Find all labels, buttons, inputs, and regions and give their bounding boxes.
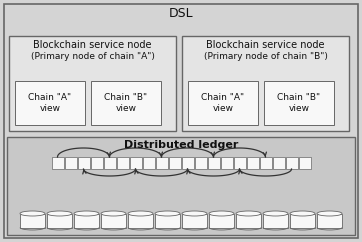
Bar xyxy=(181,157,194,169)
Bar xyxy=(236,213,261,227)
Bar xyxy=(77,157,89,169)
Bar xyxy=(20,213,45,227)
Bar xyxy=(182,213,207,227)
Text: Chain "A"
view: Chain "A" view xyxy=(29,93,72,113)
Bar xyxy=(194,157,206,169)
Bar xyxy=(9,36,176,131)
Bar xyxy=(264,81,334,125)
Text: DSL: DSL xyxy=(169,7,193,20)
Ellipse shape xyxy=(209,211,234,216)
Text: Chain "B"
view: Chain "B" view xyxy=(105,93,148,113)
Bar xyxy=(7,137,355,235)
Bar xyxy=(286,157,298,169)
Bar xyxy=(90,157,102,169)
Bar xyxy=(247,157,258,169)
Text: Blockchain service node: Blockchain service node xyxy=(206,40,325,50)
Ellipse shape xyxy=(155,211,180,216)
Bar xyxy=(209,213,234,227)
Bar xyxy=(233,157,245,169)
Text: Chain "B"
view: Chain "B" view xyxy=(277,93,321,113)
Bar xyxy=(101,213,126,227)
Bar xyxy=(273,157,285,169)
Bar xyxy=(299,157,311,169)
Bar xyxy=(74,213,99,227)
Bar xyxy=(64,157,76,169)
Ellipse shape xyxy=(182,211,207,216)
Ellipse shape xyxy=(74,211,99,216)
Bar xyxy=(47,213,72,227)
Ellipse shape xyxy=(47,211,72,216)
Bar xyxy=(156,157,168,169)
Text: Blockchain service node: Blockchain service node xyxy=(33,40,152,50)
Bar xyxy=(263,213,288,227)
Ellipse shape xyxy=(317,211,342,216)
Bar xyxy=(188,81,258,125)
Ellipse shape xyxy=(236,211,261,216)
Ellipse shape xyxy=(290,211,315,216)
Text: (Primary node of chain "B"): (Primary node of chain "B") xyxy=(203,52,328,61)
Ellipse shape xyxy=(20,211,45,216)
Bar xyxy=(51,157,63,169)
Bar xyxy=(128,213,153,227)
Text: Chain "A"
view: Chain "A" view xyxy=(201,93,245,113)
Bar xyxy=(317,213,342,227)
Text: (Primary node of chain "A"): (Primary node of chain "A") xyxy=(30,52,155,61)
Bar xyxy=(104,157,115,169)
Bar xyxy=(207,157,219,169)
Bar xyxy=(168,157,181,169)
Bar xyxy=(220,157,232,169)
Bar xyxy=(117,157,129,169)
Bar xyxy=(143,157,155,169)
Ellipse shape xyxy=(128,211,153,216)
Bar xyxy=(15,81,85,125)
Bar xyxy=(182,36,349,131)
Ellipse shape xyxy=(263,211,288,216)
Bar xyxy=(260,157,272,169)
Bar xyxy=(155,213,180,227)
Bar xyxy=(130,157,142,169)
Bar xyxy=(91,81,161,125)
Bar xyxy=(290,213,315,227)
Text: Distributed ledger: Distributed ledger xyxy=(124,140,238,150)
Ellipse shape xyxy=(101,211,126,216)
